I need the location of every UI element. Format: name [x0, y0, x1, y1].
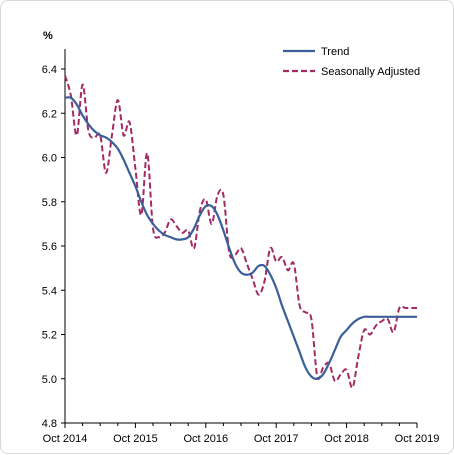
y-tick-label: 5.0 — [42, 374, 57, 386]
x-tick-label: Oct 2014 — [43, 433, 88, 445]
y-tick-label: 6.2 — [42, 108, 57, 120]
legend-label: Seasonally Adjusted — [321, 66, 420, 78]
y-tick-label: 4.8 — [42, 418, 57, 430]
x-tick-label: Oct 2018 — [324, 433, 369, 445]
x-tick-label: Oct 2015 — [113, 433, 158, 445]
y-tick-label: 5.8 — [42, 197, 57, 209]
y-tick-label: 5.6 — [42, 241, 57, 253]
series-line-seasonally-adjusted — [64, 75, 417, 389]
x-tick-label: Oct 2016 — [183, 433, 228, 445]
x-tick-label: Oct 2017 — [254, 433, 299, 445]
y-tick-label: 6.4 — [42, 64, 57, 76]
x-axis: Oct 2014 Oct 2015 Oct 2016 Oct 2017 Oct 2018… — [43, 422, 440, 445]
legend-label: Trend — [321, 46, 349, 58]
y-axis-unit-label: % — [43, 30, 53, 42]
y-axis: 4.8 5.0 5.2 5.4 5.6 5.8 6.0 6.2 6.4 — [42, 49, 66, 430]
y-tick-label: 5.4 — [42, 285, 57, 297]
y-tick-label: 5.2 — [42, 330, 57, 342]
y-tick-label: 6.0 — [42, 153, 57, 165]
legend: Trend Seasonally Adjusted — [283, 46, 420, 78]
x-tick-label: Oct 2019 — [395, 433, 440, 445]
series-line-trend — [64, 96, 417, 380]
series-lines — [64, 75, 417, 389]
